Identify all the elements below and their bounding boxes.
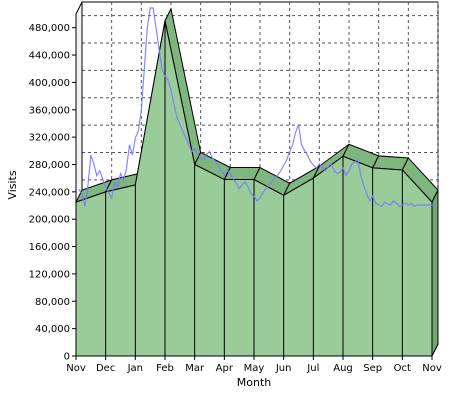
x-axis-label: Month	[237, 376, 272, 389]
y-tick-label: 440,000	[29, 51, 70, 62]
x-tick-label: Nov	[66, 363, 86, 374]
y-tick-label: 160,000	[29, 242, 70, 253]
axes	[72, 14, 433, 360]
x-tick-label: Aug	[333, 363, 353, 374]
y-tick-label: 400,000	[29, 78, 70, 89]
x-tick-label: Sep	[363, 363, 382, 374]
y-axis-label: Visits	[6, 170, 19, 199]
x-tick-label: May	[244, 363, 265, 374]
x-tick-label: Jan	[127, 363, 143, 374]
y-tick-label: 360,000	[29, 105, 70, 116]
y-tick-label: 320,000	[29, 133, 70, 144]
line-series	[78, 7, 435, 208]
x-tick-labels: Nov Dec Jan Feb Mar Apr May Jun Jul Aug Sep Oct Nov	[66, 363, 442, 374]
x-tick-label: Mar	[185, 363, 205, 374]
x-tick-label: Oct	[394, 363, 411, 374]
x-tick-label: Apr	[216, 363, 234, 374]
x-tick-label: Jul	[306, 363, 319, 374]
x-tick-label: Jun	[275, 363, 292, 374]
y-tick-labels: 0 40,000 80,000 120,000 160,000 200,000 240,00…	[29, 23, 70, 362]
y-tick-label: 40,000	[35, 324, 70, 335]
area-end-face	[431, 189, 439, 357]
y-tick-label: 240,000	[29, 187, 70, 198]
area-series	[75, 7, 439, 357]
y-tick-label: 480,000	[29, 23, 70, 34]
x-tick-label: Dec	[96, 363, 115, 374]
y-tick-label: 120,000	[29, 269, 70, 280]
y-tick-label: 0	[64, 352, 70, 363]
x-tick-label: Nov	[422, 363, 442, 374]
x-tick-label: Feb	[156, 363, 174, 374]
y-tick-label: 200,000	[29, 215, 70, 226]
y-tick-label: 80,000	[35, 297, 70, 308]
line-series-path	[78, 7, 435, 208]
y-tick-label: 280,000	[29, 160, 70, 171]
